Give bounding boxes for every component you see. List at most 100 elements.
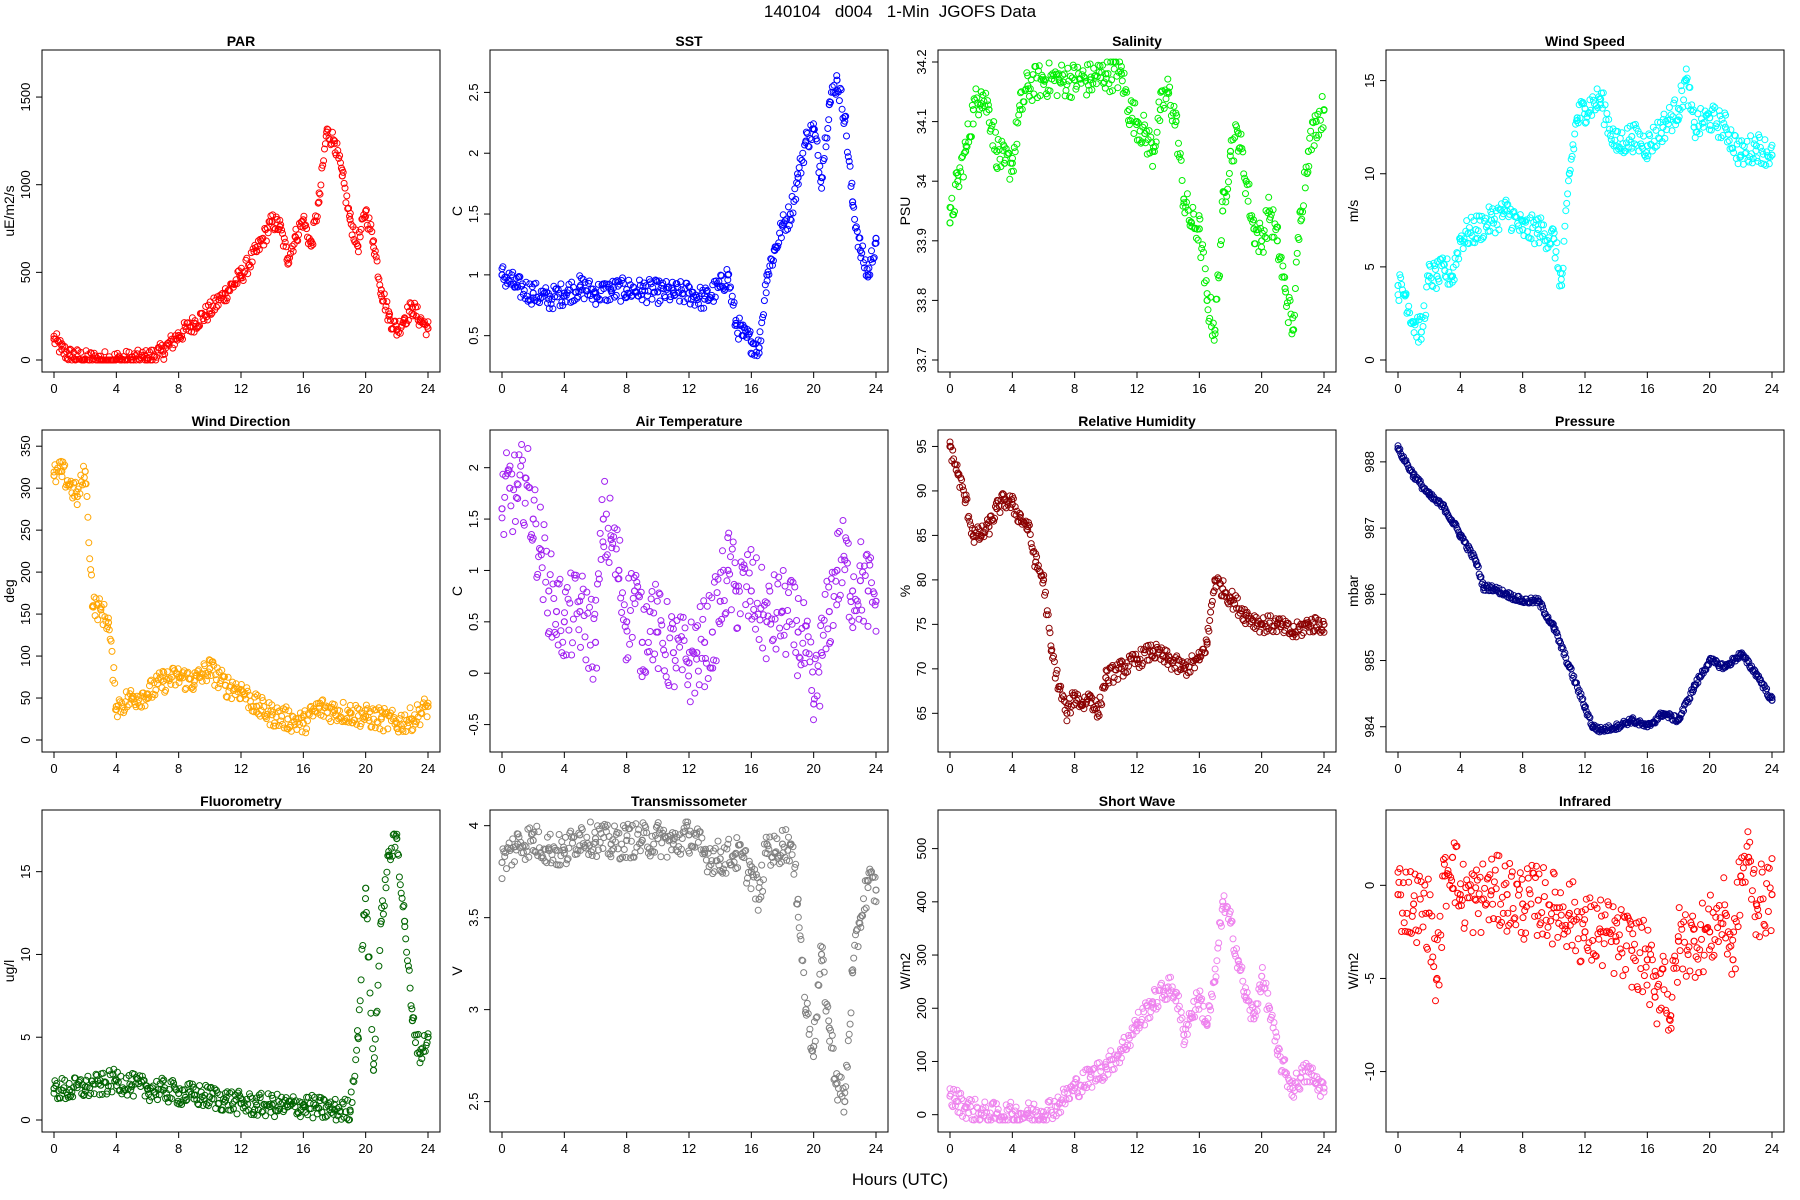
- data-point: [373, 257, 381, 265]
- data-point: [784, 607, 792, 614]
- data-point: [83, 493, 91, 500]
- data-point: [250, 1111, 258, 1119]
- data-point: [603, 551, 611, 559]
- data-point-anchor: [424, 1033, 432, 1041]
- panel-title: Transmissometer: [631, 793, 747, 809]
- data-point-anchor: [591, 834, 600, 843]
- data-point: [670, 683, 678, 691]
- data-point: [871, 601, 879, 609]
- data-point: [1120, 69, 1128, 77]
- data-point: [391, 317, 399, 325]
- data-point: [380, 902, 388, 910]
- data-point-anchor: [732, 849, 740, 857]
- data-point: [1153, 128, 1161, 136]
- data-point: [1000, 143, 1008, 151]
- panel-title: Fluorometry: [200, 793, 282, 809]
- data-point: [755, 349, 763, 357]
- x-tick-label: 12: [1130, 1141, 1144, 1156]
- data-point: [346, 1116, 353, 1124]
- data-point: [1665, 104, 1673, 111]
- y-tick-label: 2: [466, 150, 481, 157]
- data-point: [719, 547, 726, 555]
- data-point: [1224, 185, 1232, 193]
- data-point: [800, 969, 808, 977]
- data-point: [544, 609, 551, 617]
- data-point: [834, 1096, 842, 1104]
- data-point-anchor: [385, 851, 393, 859]
- data-point: [651, 650, 659, 658]
- data-point: [796, 155, 804, 162]
- data-point: [1574, 119, 1582, 127]
- data-point: [1512, 212, 1520, 220]
- y-tick-label: 85: [914, 528, 929, 542]
- panel-title: Relative Humidity: [1078, 413, 1196, 429]
- data-point-anchor: [1721, 123, 1729, 131]
- y-tick-label: 5: [1362, 263, 1377, 270]
- data-point: [1421, 315, 1429, 322]
- data-point: [722, 869, 730, 877]
- data-point: [1274, 223, 1282, 231]
- data-point: [644, 639, 652, 646]
- data-point: [578, 572, 586, 580]
- data-point: [1306, 134, 1314, 142]
- data-point: [862, 904, 870, 912]
- data-point-anchor: [330, 137, 339, 145]
- data-point: [587, 848, 595, 856]
- data-point: [1007, 1098, 1015, 1106]
- data-point: [104, 1082, 112, 1090]
- data-point: [733, 834, 741, 842]
- data-point: [257, 1089, 265, 1097]
- data-point: [1281, 626, 1289, 634]
- data-point: [1050, 658, 1058, 666]
- data-point: [687, 618, 695, 626]
- data-point-anchor: [552, 607, 561, 616]
- data-point-anchor: [81, 467, 89, 475]
- data-point: [648, 588, 656, 595]
- data-point: [209, 302, 217, 310]
- data-point: [950, 1085, 958, 1093]
- data-point: [1308, 118, 1316, 126]
- data-point-anchor: [65, 1086, 74, 1094]
- data-point-anchor: [1032, 558, 1040, 566]
- data-point: [1080, 73, 1088, 81]
- data-point: [709, 281, 717, 289]
- data-point: [746, 328, 754, 335]
- data-point: [110, 664, 118, 672]
- data-point-anchor: [693, 649, 701, 657]
- x-tick-label: 12: [1130, 381, 1144, 396]
- data-point: [722, 609, 730, 617]
- data-point: [1284, 319, 1292, 327]
- data-point: [1495, 226, 1503, 234]
- data-point: [1432, 285, 1440, 292]
- y-tick-label: 80: [914, 573, 929, 587]
- data-point: [813, 137, 821, 145]
- data-point-anchor: [1148, 647, 1157, 655]
- data-point: [849, 966, 857, 974]
- data-point: [806, 1025, 814, 1033]
- data-point: [821, 590, 829, 598]
- data-point: [1295, 236, 1303, 243]
- data-point: [52, 478, 60, 486]
- data-point-anchor: [794, 895, 802, 903]
- data-point: [1235, 605, 1243, 613]
- data-point: [586, 842, 593, 850]
- data-point: [614, 282, 622, 290]
- data-point: [552, 631, 560, 639]
- data-point: [1117, 63, 1125, 70]
- data-point: [1209, 319, 1217, 327]
- data-point: [756, 328, 764, 336]
- data-point-anchor: [1195, 656, 1203, 664]
- panel-title: Salinity: [1112, 33, 1162, 49]
- data-point: [734, 864, 742, 872]
- data-point: [357, 225, 365, 233]
- data-point: [543, 288, 551, 296]
- data-point: [383, 868, 391, 876]
- y-axis-label: uE/m2/s: [1, 185, 17, 236]
- data-point: [550, 595, 558, 602]
- data-point-anchor: [576, 831, 584, 839]
- data-point: [376, 281, 384, 289]
- data-point: [1207, 608, 1215, 616]
- data-point-anchor: [1417, 328, 1426, 336]
- data-point: [946, 1085, 954, 1093]
- x-tick-label: 24: [421, 1141, 435, 1156]
